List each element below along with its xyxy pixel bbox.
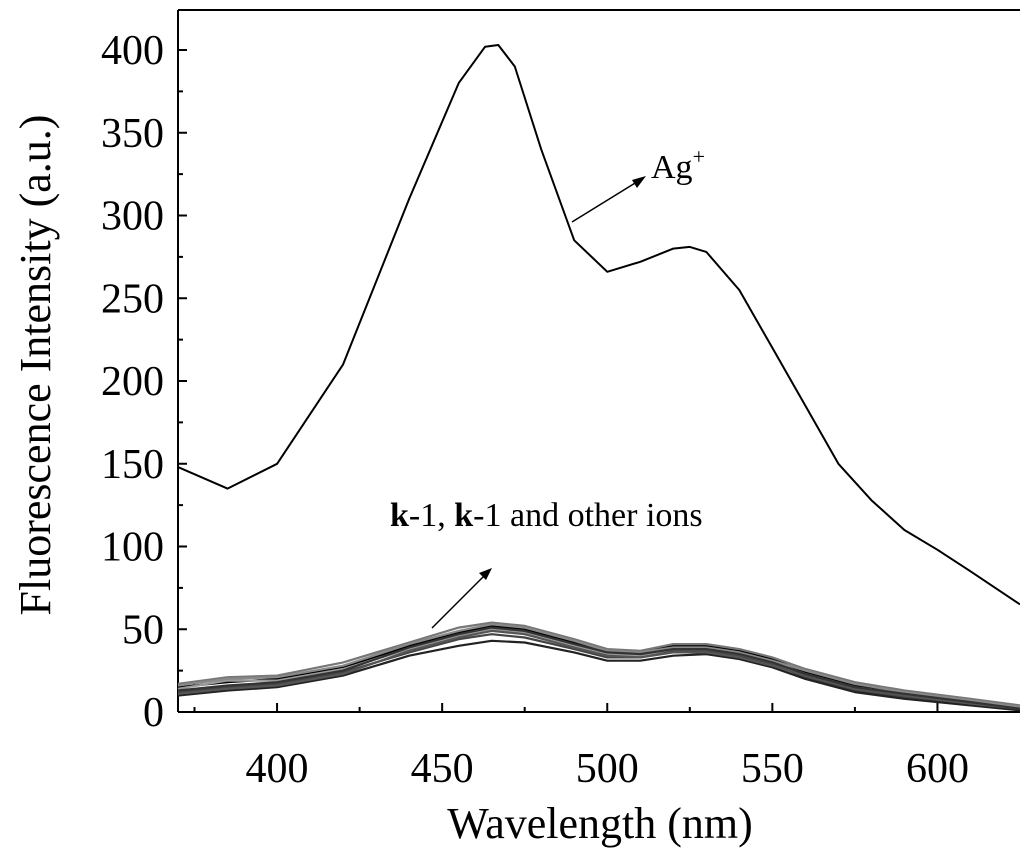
others-rest2: -1: [473, 497, 501, 534]
series-line-other: [177, 623, 1020, 709]
series-line-other: [177, 639, 1020, 712]
series-line-ag: [177, 44, 1020, 606]
y-tick-label: 150: [101, 442, 164, 488]
x-tick-label: 400: [246, 746, 309, 792]
y-tick-label: 100: [101, 525, 164, 571]
ag-arrowhead: [632, 176, 646, 188]
y-tick-label: 0: [143, 690, 164, 736]
x-axis-title: Wavelength (nm): [447, 799, 753, 848]
others-annotation-arrow: [431, 573, 487, 629]
others-k1b: k: [454, 497, 473, 534]
y-axis-title: Fluorescence Intensity (a.u.): [11, 115, 60, 616]
series-line-other: [177, 629, 1020, 710]
axis-ticks: [178, 49, 1020, 713]
y-tick-label: 350: [101, 111, 164, 157]
y-tick-label: 50: [122, 607, 164, 653]
others-annotation-label: k-1, k-1 and other ions: [390, 497, 703, 534]
y-tick-label: 300: [101, 194, 164, 240]
ag-label-base: Ag: [651, 149, 693, 186]
ag-annotation-label: Ag+: [651, 144, 705, 186]
x-tick-label: 450: [411, 746, 474, 792]
tick-labels: 0 50 100 150 200 250 300 350 400 400 450 500 550 600: [101, 28, 969, 792]
x-tick-label: 550: [741, 746, 804, 792]
series-group: [177, 44, 1020, 712]
ag-annotation-arrow: [571, 179, 641, 223]
others-k1a: k: [390, 497, 409, 534]
others-arrowhead: [479, 568, 492, 580]
series-line-other: [177, 621, 1020, 707]
x-tick-label: 600: [906, 746, 969, 792]
y-tick-label: 250: [101, 276, 164, 322]
x-tick-label: 500: [576, 746, 639, 792]
others-rest1: -1,: [409, 497, 454, 534]
y-tick-label: 200: [101, 359, 164, 405]
y-tick-label: 400: [101, 28, 164, 74]
others-tail: and other ions: [502, 497, 703, 534]
series-line-other: [177, 626, 1020, 710]
ag-label-sup: +: [693, 144, 705, 169]
